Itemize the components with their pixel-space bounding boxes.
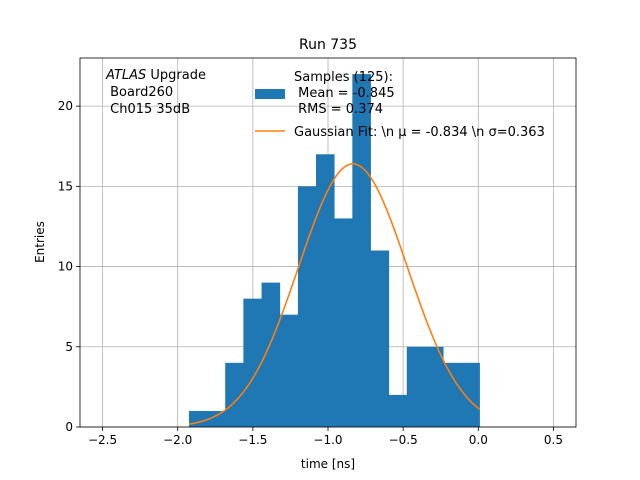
histogram-bar <box>243 298 262 427</box>
histogram-bar <box>443 362 462 427</box>
y-tick-label: 10 <box>58 260 73 274</box>
histogram-bar <box>352 74 371 427</box>
y-axis-ticks: 0 5 10 15 20 <box>58 99 80 434</box>
x-tick-label: −1.0 <box>313 433 342 447</box>
annotation-line-2: Board260 <box>106 85 173 100</box>
x-axis-ticks: −2.5 −2.0 −1.5 −1.0 −0.5 0.0 0.5 <box>88 427 563 447</box>
x-tick-label: −2.5 <box>88 433 117 447</box>
x-axis-label: time [ns] <box>301 457 355 471</box>
histogram-bar <box>207 410 226 427</box>
annotation-atlas: ATLAS <box>105 68 146 83</box>
y-tick-label: 20 <box>58 99 73 113</box>
gaussian-fit-line <box>188 163 480 425</box>
chart-title: Run 735 <box>299 37 357 53</box>
x-tick-label: 0.5 <box>544 433 563 447</box>
annotation-line-3: Ch015 35dB <box>106 102 190 117</box>
histogram-bar <box>297 186 317 427</box>
legend-samples-swatch <box>255 89 285 99</box>
annotation-line-1: ATLAS Upgrade <box>105 68 206 83</box>
gaussian-fit <box>188 163 480 425</box>
histogram-bars <box>188 74 480 427</box>
histogram-bar <box>461 362 480 427</box>
x-tick-label: −1.5 <box>238 433 267 447</box>
histogram-bar <box>188 410 208 427</box>
x-tick-label: 0.0 <box>469 433 488 447</box>
legend: Samples (125): Mean = -0.845 RMS = 0.374… <box>255 70 545 140</box>
histogram-bar <box>334 218 353 427</box>
y-tick-label: 5 <box>65 340 73 354</box>
legend-samples-line-3: RMS = 0.374 <box>294 102 383 117</box>
y-tick-label: 15 <box>58 179 73 193</box>
histogram-bar <box>315 154 335 427</box>
x-tick-label: −0.5 <box>389 433 418 447</box>
histogram-bar <box>279 314 299 427</box>
annotation-upgrade: Upgrade <box>146 68 206 83</box>
histogram-bar <box>261 282 281 427</box>
histogram-bar <box>424 346 444 427</box>
legend-samples-line-2: Mean = -0.845 <box>294 86 395 101</box>
histogram-bar <box>370 250 390 427</box>
histogram-bar <box>225 362 244 427</box>
histogram-bar <box>388 394 408 427</box>
x-tick-label: −2.0 <box>163 433 192 447</box>
legend-fit-label: Gaussian Fit: \n μ = -0.834 \n σ=0.363 <box>294 125 545 140</box>
y-axis-label: Entries <box>33 221 47 263</box>
legend-samples-line-1: Samples (125): <box>294 70 393 85</box>
atlas-annotation: ATLAS Upgrade Board260 Ch015 35dB <box>105 68 206 117</box>
y-tick-label: 0 <box>65 420 73 434</box>
histogram-bar <box>406 346 426 427</box>
